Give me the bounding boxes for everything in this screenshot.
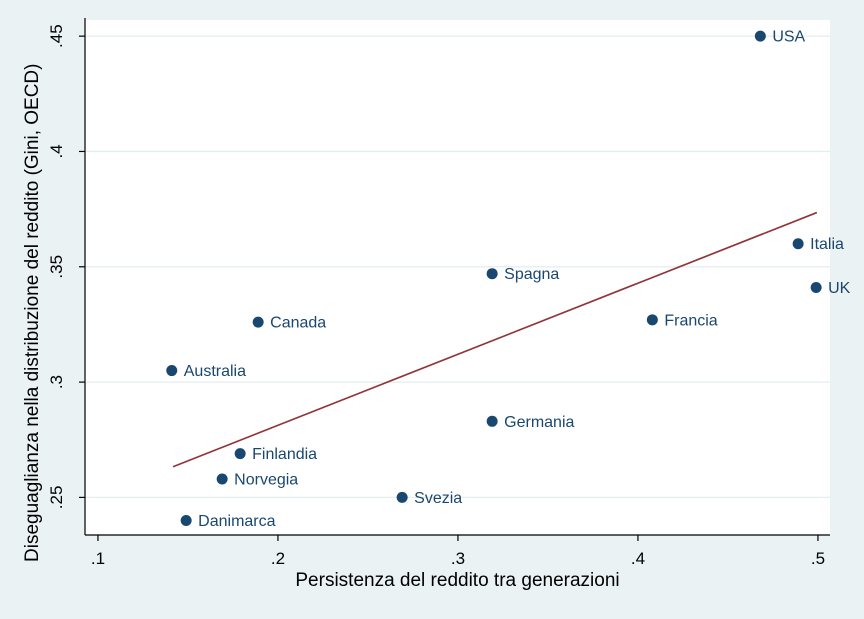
data-point-finlandia <box>234 448 246 460</box>
y-tick-label: .45 <box>47 24 66 48</box>
data-point-svezia <box>396 491 408 503</box>
x-tick-label: .5 <box>811 549 825 568</box>
data-point-francia <box>646 314 658 326</box>
data-point-canada <box>252 316 264 328</box>
data-point-norvegia <box>216 473 228 485</box>
x-tick-label: .3 <box>451 549 465 568</box>
point-label-danimarca: Danimarca <box>198 513 275 530</box>
y-tick-label: .35 <box>47 255 66 279</box>
point-label-svezia: Svezia <box>414 490 462 507</box>
data-point-danimarca <box>180 514 192 526</box>
data-point-italia <box>792 238 804 250</box>
point-label-usa: USA <box>772 29 805 46</box>
x-tick-label: .4 <box>631 549 645 568</box>
fit-line <box>172 211 818 468</box>
point-label-australia: Australia <box>184 363 246 380</box>
point-label-finlandia: Finlandia <box>252 446 317 463</box>
point-label-francia: Francia <box>664 312 717 329</box>
y-axis-title: Diseguaglianza nella distribuzione del r… <box>22 63 43 562</box>
point-label-canada: Canada <box>270 315 326 332</box>
y-tick-label: .3 <box>47 375 66 389</box>
data-point-usa <box>754 30 766 42</box>
data-point-australia <box>166 365 178 377</box>
point-label-germania: Germania <box>504 414 574 431</box>
x-axis-title: Persistenza del reddito tra generazioni <box>295 570 620 591</box>
data-point-spagna <box>486 268 498 280</box>
data-point-uk <box>810 282 822 294</box>
x-tick-label: .1 <box>91 549 105 568</box>
x-tick-label: .2 <box>271 549 285 568</box>
point-label-uk: UK <box>828 280 851 297</box>
plot-area <box>85 20 830 535</box>
y-tick-label: .4 <box>47 144 66 158</box>
point-label-spagna: Spagna <box>504 266 559 283</box>
point-label-norvegia: Norvegia <box>234 471 298 488</box>
data-point-germania <box>486 415 498 427</box>
point-label-italia: Italia <box>810 236 844 253</box>
y-tick-label: .25 <box>47 486 66 510</box>
